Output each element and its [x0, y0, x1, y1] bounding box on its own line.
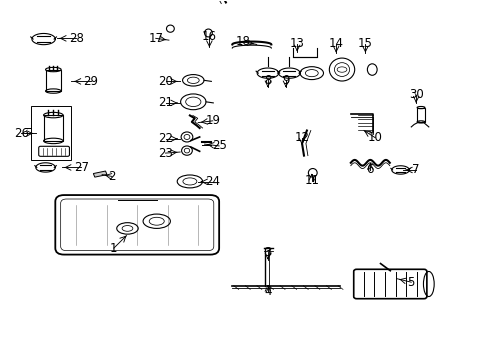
Text: 22: 22	[158, 132, 173, 145]
Text: 7: 7	[411, 163, 419, 176]
Text: 11: 11	[304, 174, 319, 187]
Text: 14: 14	[328, 37, 343, 50]
Text: 27: 27	[74, 161, 88, 174]
Text: 3: 3	[264, 246, 271, 259]
Text: 19: 19	[205, 114, 220, 127]
Bar	[43, 115, 63, 141]
Text: 30: 30	[408, 88, 423, 101]
Text: 24: 24	[205, 175, 220, 188]
Text: 25: 25	[211, 139, 226, 152]
Text: 10: 10	[367, 131, 382, 144]
Text: 18: 18	[236, 35, 250, 49]
Text: 13: 13	[289, 37, 304, 50]
Text: 6: 6	[366, 163, 373, 176]
Bar	[45, 69, 61, 91]
Text: 2: 2	[108, 170, 115, 183]
Text: 12: 12	[294, 131, 309, 144]
Text: 28: 28	[69, 32, 83, 45]
Text: 26: 26	[14, 127, 29, 140]
Text: 17: 17	[148, 32, 163, 45]
Text: 23: 23	[158, 147, 173, 159]
Text: 1: 1	[110, 242, 117, 255]
Text: 21: 21	[158, 96, 173, 109]
Text: 8: 8	[264, 74, 271, 87]
Text: 20: 20	[158, 75, 173, 88]
Text: 9: 9	[282, 74, 289, 87]
Bar	[416, 108, 424, 122]
Bar	[31, 107, 71, 160]
Text: 29: 29	[83, 75, 98, 88]
Text: 4: 4	[264, 285, 271, 298]
Text: 5: 5	[407, 276, 414, 289]
Polygon shape	[93, 171, 107, 177]
Text: 16: 16	[202, 30, 217, 43]
Text: 15: 15	[357, 37, 372, 50]
